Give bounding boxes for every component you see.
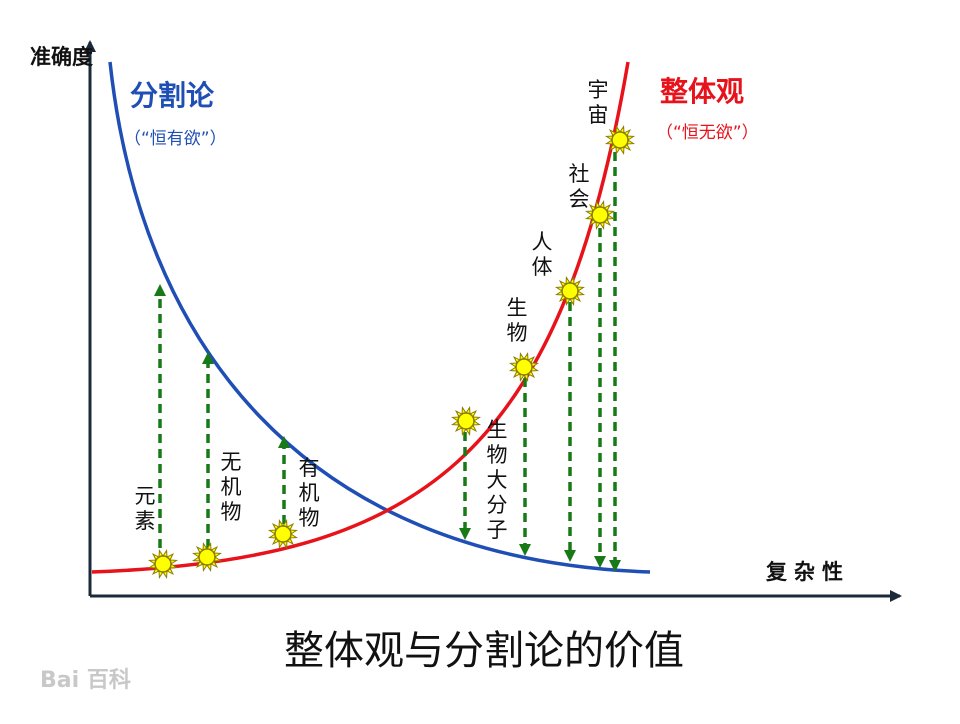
watermark-logo: Bai 百科 (40, 668, 131, 693)
label-inorganic: 无机物 (220, 450, 242, 524)
sun-universe (604, 124, 636, 156)
label-society: 社会 (568, 162, 590, 211)
label-organic: 有机物 (298, 456, 320, 530)
arrow-element (154, 284, 166, 548)
holism-subtitle: （“恒无欲”） (656, 123, 759, 143)
diagram-caption: 整体观与分割论的价值 (284, 628, 684, 674)
sun-marker-group (147, 124, 636, 580)
sun-organism (508, 351, 540, 383)
arrow-biomolecule (459, 432, 471, 540)
arrow-society (594, 228, 606, 568)
holism-title: 整体观 (660, 75, 745, 108)
sun-organic (267, 518, 299, 550)
arrow-organism (519, 378, 531, 556)
arrow-organic (278, 436, 290, 524)
fragmentation-subtitle: （“恒有欲”） (124, 129, 227, 149)
x-axis-label: 复杂性 (766, 560, 850, 584)
arrow-human (564, 302, 576, 562)
label-organism: 生物 (506, 296, 528, 345)
label-biomolecule: 生物大分子 (486, 418, 508, 542)
sun-element (147, 548, 179, 580)
sun-biomolecule (450, 405, 482, 437)
arrow-universe (609, 152, 621, 572)
sun-human (554, 275, 586, 307)
sun-society (584, 199, 616, 231)
label-human: 人体 (531, 230, 553, 279)
fragmentation-title: 分割论 (130, 79, 215, 112)
fragmentation-curve (108, 61, 651, 574)
sun-inorganic (191, 541, 223, 573)
arrow-group (154, 152, 621, 572)
arrow-inorganic (202, 352, 214, 548)
y-axis-label: 准确度 (30, 45, 93, 69)
label-universe: 宇宙 (587, 78, 609, 127)
label-element: 元素 (134, 484, 156, 533)
